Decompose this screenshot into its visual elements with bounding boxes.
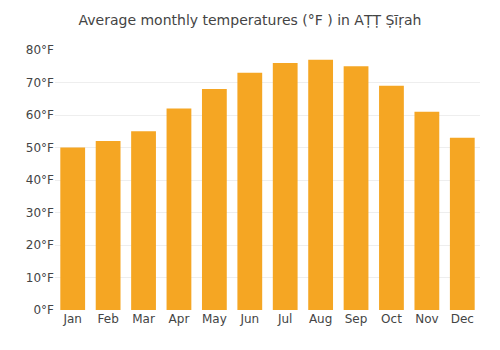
svg-text:30°F: 30°F <box>26 206 54 220</box>
svg-text:Feb: Feb <box>98 312 119 326</box>
svg-text:Mar: Mar <box>132 312 155 326</box>
svg-text:20°F: 20°F <box>26 238 54 252</box>
svg-text:Sep: Sep <box>345 312 368 326</box>
svg-text:50°F: 50°F <box>26 141 54 155</box>
svg-text:80°F: 80°F <box>26 43 54 57</box>
svg-text:Jun: Jun <box>239 312 259 326</box>
svg-text:May: May <box>202 312 227 326</box>
svg-text:Average monthly temperatures (: Average monthly temperatures (°F ) in AṬ… <box>79 12 422 28</box>
svg-text:70°F: 70°F <box>26 76 54 90</box>
svg-text:Aug: Aug <box>309 312 332 326</box>
svg-text:Jan: Jan <box>62 312 82 326</box>
svg-text:0°F: 0°F <box>33 303 54 317</box>
svg-text:40°F: 40°F <box>26 173 54 187</box>
svg-text:60°F: 60°F <box>26 108 54 122</box>
svg-text:10°F: 10°F <box>26 271 54 285</box>
svg-text:Nov: Nov <box>415 312 438 326</box>
svg-text:Apr: Apr <box>169 312 190 326</box>
svg-text:Jul: Jul <box>277 312 292 326</box>
svg-text:Dec: Dec <box>451 312 474 326</box>
svg-text:Oct: Oct <box>381 312 402 326</box>
